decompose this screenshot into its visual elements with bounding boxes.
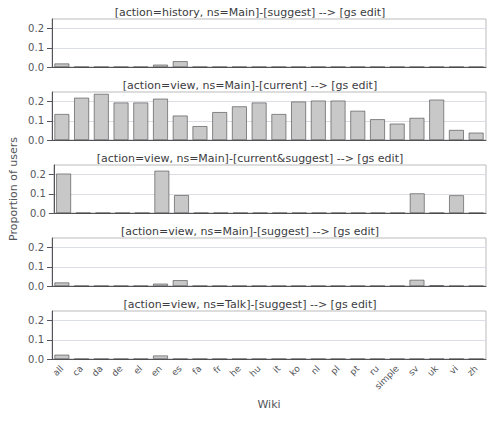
svg-text:pt: pt: [348, 363, 362, 377]
svg-text:nl: nl: [309, 363, 322, 376]
svg-text:it: it: [271, 363, 283, 375]
svg-text:Proportion of users: Proportion of users: [7, 137, 20, 241]
svg-text:ca: ca: [71, 363, 85, 377]
svg-text:uk: uk: [425, 363, 440, 378]
svg-text:fr: fr: [211, 363, 223, 375]
svg-text:0.2: 0.2: [28, 23, 44, 34]
svg-text:[action=view, ns=Main]-[curren: [action=view, ns=Main]-[current&suggest]…: [97, 152, 404, 165]
svg-text:Wiki: Wiki: [257, 398, 280, 411]
svg-text:fa: fa: [190, 363, 203, 376]
svg-text:[action=view, ns=Main]-[curren: [action=view, ns=Main]-[current] --> [gs…: [123, 79, 377, 92]
svg-text:hu: hu: [248, 363, 263, 378]
svg-text:0.2: 0.2: [28, 315, 44, 326]
svg-text:ru: ru: [367, 363, 381, 377]
svg-text:el: el: [132, 363, 145, 376]
svg-text:0.0: 0.0: [30, 208, 46, 219]
svg-text:0.0: 0.0: [28, 281, 44, 292]
svg-text:0.2: 0.2: [30, 169, 46, 180]
svg-text:0.1: 0.1: [28, 115, 44, 126]
svg-text:0.2: 0.2: [28, 242, 44, 253]
svg-text:0.1: 0.1: [28, 261, 44, 272]
svg-text:pl: pl: [329, 363, 342, 376]
svg-text:all: all: [51, 363, 65, 377]
svg-text:[action=history, ns=Main]-[sug: [action=history, ns=Main]-[suggest] --> …: [115, 6, 386, 19]
svg-text:de: de: [110, 363, 125, 378]
svg-text:zh: zh: [465, 363, 479, 377]
svg-text:0.1: 0.1: [30, 188, 46, 199]
svg-text:en: en: [149, 363, 164, 378]
svg-text:sv: sv: [406, 363, 421, 378]
svg-text:ko: ko: [288, 363, 302, 377]
svg-text:simple: simple: [373, 363, 401, 391]
svg-text:0.0: 0.0: [28, 135, 44, 146]
svg-text:0.0: 0.0: [28, 354, 44, 365]
svg-text:0.1: 0.1: [28, 42, 44, 53]
svg-text:he: he: [228, 363, 243, 378]
svg-text:es: es: [169, 363, 184, 378]
svg-text:[action=view, ns=Talk]-[sugges: [action=view, ns=Talk]-[suggest] --> [gs…: [123, 298, 376, 311]
svg-text:0.2: 0.2: [28, 96, 44, 107]
svg-text:0.1: 0.1: [28, 334, 44, 345]
svg-text:da: da: [90, 363, 105, 378]
svg-text:[action=view, ns=Main]-[sugges: [action=view, ns=Main]-[suggest] --> [gs…: [121, 225, 379, 238]
svg-text:vi: vi: [447, 363, 460, 376]
svg-text:0.0: 0.0: [28, 62, 44, 73]
